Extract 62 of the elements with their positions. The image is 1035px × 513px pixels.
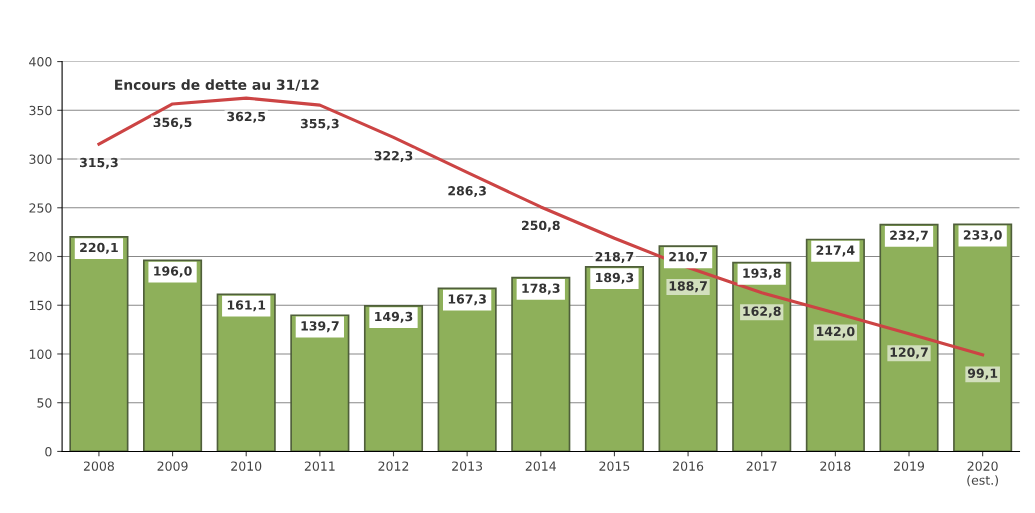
text: 322,3: [374, 150, 413, 163]
x-tick-label: 2013: [452, 461, 483, 471]
bar: [437, 287, 497, 452]
bar: [363, 305, 424, 452]
y-tick-label: 250: [29, 203, 52, 213]
y-tick-label: 50: [37, 398, 52, 408]
text: 196,0: [154, 266, 192, 278]
text: 161,1: [227, 300, 266, 312]
text: 356,5: [153, 117, 192, 129]
text: 232,7: [890, 230, 928, 242]
text: 250,8: [522, 220, 560, 232]
text: 162,8: [743, 306, 781, 318]
x-tick-label: 2019: [894, 461, 925, 471]
y-tick-label: 150: [29, 300, 52, 311]
x-tick-label: 2010: [231, 461, 262, 471]
bar: [732, 261, 792, 452]
y-tick-label: 100: [29, 349, 52, 359]
text: 233,0: [963, 230, 1002, 242]
text: 188,7: [669, 281, 707, 293]
y-tick-label: 200: [29, 251, 52, 262]
text: 149,3: [375, 311, 413, 323]
x-tick-label: 2014: [525, 461, 556, 471]
text: 142,0: [817, 326, 855, 338]
text: 355,3: [300, 118, 339, 130]
text: 286,3: [448, 186, 486, 198]
text: 167,3: [448, 294, 486, 306]
text: 210,7: [669, 251, 707, 263]
x-tick-label: 2015: [599, 461, 630, 471]
text: 193,8: [743, 268, 781, 280]
bar: [290, 314, 350, 452]
x-tick-label: 2009: [157, 461, 188, 471]
text: 178,3: [522, 283, 560, 295]
bar: [805, 238, 865, 452]
x-tick-label: 2011: [304, 461, 335, 471]
bar: [143, 259, 203, 452]
x-tick-label: 2012: [378, 461, 409, 471]
y-tick-label: 300: [29, 154, 52, 164]
y-tick-label: 0: [45, 446, 52, 457]
x-tick-label: 2020 (est.): [967, 461, 998, 487]
x-tick-label: 2016: [673, 461, 704, 471]
text: 139,7: [301, 321, 339, 333]
x-tick-label: 2008: [83, 461, 114, 471]
text: 220,1: [80, 242, 118, 254]
bar: [69, 236, 129, 452]
text: 120,7: [890, 347, 928, 359]
bar: [658, 245, 718, 452]
text: 362,5: [227, 111, 266, 123]
text: 218,7: [595, 251, 634, 263]
text: 217,4: [816, 245, 855, 257]
y-tick-label: 400: [29, 57, 52, 67]
bar: [584, 266, 644, 452]
text: 189,3: [596, 272, 634, 284]
text: 315,3: [79, 157, 118, 169]
bar: [953, 223, 1013, 452]
bar: [879, 223, 939, 452]
x-tick-label: 2018: [820, 461, 851, 471]
x-tick-label: 2017: [746, 461, 777, 471]
bar: [216, 293, 276, 452]
bar: [511, 276, 571, 452]
text: 99,1: [967, 368, 998, 380]
y-tick-label: 350: [29, 105, 52, 116]
series-label: Encours de dette au 31/12: [115, 79, 319, 92]
